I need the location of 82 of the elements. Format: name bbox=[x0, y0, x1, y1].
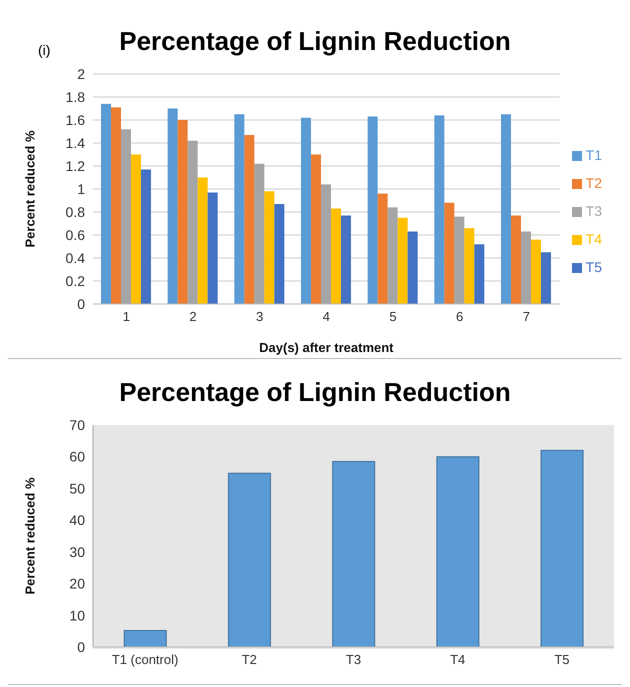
bar bbox=[378, 194, 388, 304]
bar bbox=[198, 178, 208, 304]
bar bbox=[436, 456, 480, 647]
y-tick-label: 40 bbox=[69, 512, 86, 528]
bar bbox=[111, 107, 121, 304]
y-tick-label: 0.6 bbox=[66, 226, 86, 243]
bar bbox=[474, 244, 484, 304]
y-tick-label: 0 bbox=[77, 638, 86, 655]
bar bbox=[310, 154, 321, 304]
bar bbox=[340, 215, 351, 304]
y-tick-label: 0.4 bbox=[66, 250, 86, 266]
x-tick-label: T1 (control) bbox=[112, 652, 178, 668]
y-tick-label: 1.6 bbox=[66, 112, 86, 128]
y-tick-label: 1 bbox=[77, 180, 86, 197]
bar bbox=[388, 207, 398, 304]
y-tick-label: 60 bbox=[69, 448, 86, 465]
bar bbox=[168, 108, 178, 304]
y-tick-label: 2 bbox=[77, 66, 86, 82]
y-axis-title: Percent reduced % bbox=[22, 130, 38, 248]
bar bbox=[300, 118, 311, 304]
bar bbox=[540, 450, 584, 647]
legend-label: T5 bbox=[586, 259, 602, 275]
bar bbox=[254, 164, 264, 304]
bar bbox=[540, 252, 551, 304]
x-axis-title: Day(s) after treatment bbox=[259, 340, 394, 355]
bar bbox=[264, 191, 274, 304]
x-tick-label: T5 bbox=[554, 652, 570, 668]
y-tick-label: 70 bbox=[69, 416, 86, 433]
bar bbox=[510, 215, 521, 304]
y-tick-label: 1.8 bbox=[66, 88, 86, 105]
x-tick-label: 3 bbox=[256, 309, 264, 324]
bar bbox=[530, 240, 541, 304]
bar bbox=[454, 216, 464, 304]
bar bbox=[320, 184, 331, 304]
bar bbox=[178, 120, 188, 304]
bar bbox=[500, 114, 511, 304]
y-tick-label: 1.2 bbox=[66, 158, 86, 174]
x-tick-label: 6 bbox=[456, 309, 464, 324]
x-tick-label: T3 bbox=[346, 652, 362, 668]
y-tick-label: 50 bbox=[69, 480, 86, 496]
x-tick-label: 4 bbox=[322, 309, 330, 324]
legend-label: T2 bbox=[586, 175, 602, 191]
bar bbox=[520, 232, 531, 304]
bar bbox=[434, 115, 444, 304]
x-tick-label: T4 bbox=[450, 652, 466, 668]
bar bbox=[101, 104, 111, 304]
x-tick-label: 1 bbox=[122, 309, 130, 324]
bar bbox=[332, 460, 376, 647]
bar bbox=[131, 154, 141, 304]
bar bbox=[398, 218, 408, 304]
y-tick-label: 20 bbox=[69, 576, 86, 592]
bar bbox=[408, 232, 418, 304]
y-tick-label: 0.2 bbox=[66, 272, 86, 289]
bar bbox=[121, 129, 131, 304]
x-tick-label: 2 bbox=[189, 309, 197, 324]
x-tick-label: 7 bbox=[522, 309, 530, 324]
chart-title: Percentage of Lignin Reduction bbox=[118, 376, 512, 409]
legend-label: T4 bbox=[586, 231, 602, 247]
chart-title: Percentage of Lignin Reduction bbox=[119, 26, 511, 56]
bar bbox=[464, 228, 474, 304]
y-axis-title: Percent reduced % bbox=[22, 477, 38, 595]
bar bbox=[244, 134, 254, 304]
text: (i) bbox=[38, 42, 50, 58]
y-tick-label: 10 bbox=[69, 607, 86, 624]
y-tick-label: 0.8 bbox=[66, 204, 86, 220]
bar bbox=[444, 202, 454, 304]
bar bbox=[188, 140, 198, 304]
x-tick-label: T2 bbox=[242, 652, 257, 668]
bar bbox=[124, 630, 167, 647]
y-tick-label: 1.4 bbox=[66, 134, 86, 151]
x-tick-label: 5 bbox=[389, 309, 397, 324]
bar bbox=[228, 472, 271, 647]
bar bbox=[330, 208, 341, 304]
bar bbox=[274, 204, 284, 304]
bar bbox=[234, 114, 244, 304]
legend-label: T1 bbox=[586, 147, 602, 163]
y-tick-label: 30 bbox=[69, 544, 86, 560]
bar bbox=[368, 116, 378, 304]
bar bbox=[208, 192, 218, 304]
bar bbox=[141, 169, 151, 304]
y-tick-label: 0 bbox=[77, 296, 86, 312]
legend-label: T3 bbox=[586, 203, 602, 219]
